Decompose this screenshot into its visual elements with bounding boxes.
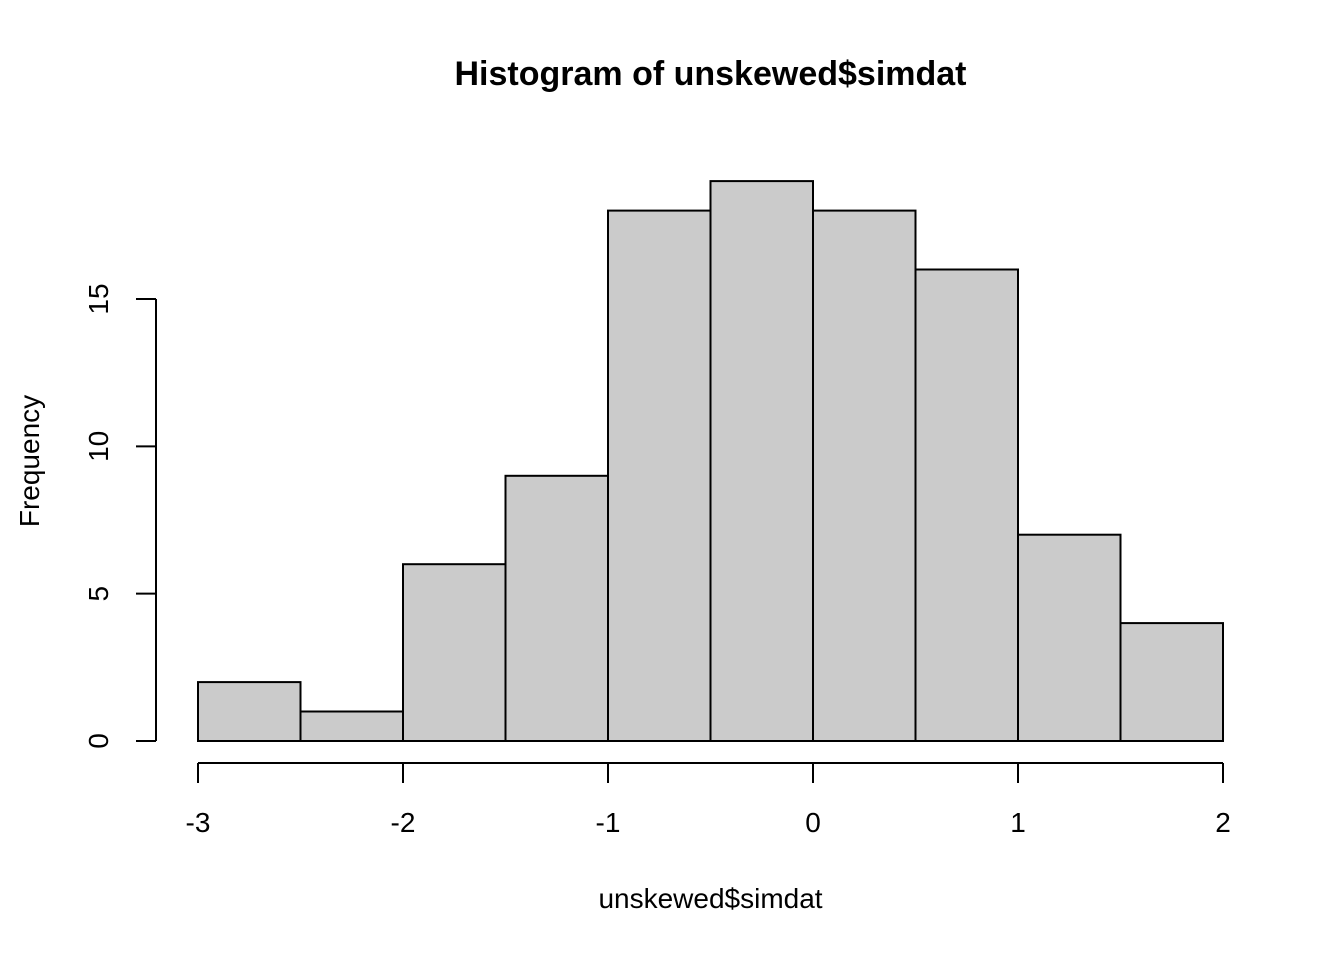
- y-tick-label: 5: [83, 586, 114, 602]
- histogram-bar: [709, 180, 814, 743]
- histogram-bar: [1017, 533, 1122, 743]
- histogram-bar: [914, 268, 1019, 742]
- x-tick-label: -1: [596, 807, 621, 838]
- x-axis-label: unskewed$simdat: [598, 883, 823, 914]
- histogram-bar: [607, 209, 712, 743]
- chart-title: Histogram of unskewed$simdat: [454, 55, 967, 93]
- x-tick-label: -2: [391, 807, 416, 838]
- x-tick-label: 0: [805, 807, 821, 838]
- histogram-bar: [402, 563, 507, 743]
- x-tick-label: 1: [1010, 807, 1026, 838]
- histogram-bar: [1119, 622, 1224, 742]
- histogram-bar: [504, 474, 609, 742]
- x-tick-label: -3: [186, 807, 211, 838]
- y-axis-label: Frequency: [14, 394, 45, 528]
- x-tick-label: 2: [1215, 807, 1231, 838]
- y-tick-label: 0: [83, 733, 114, 749]
- y-tick-label: 10: [83, 431, 114, 462]
- y-tick-label: 15: [83, 283, 114, 314]
- histogram-bar: [299, 710, 404, 742]
- histogram-bar: [812, 209, 917, 743]
- histogram-bar: [197, 681, 302, 742]
